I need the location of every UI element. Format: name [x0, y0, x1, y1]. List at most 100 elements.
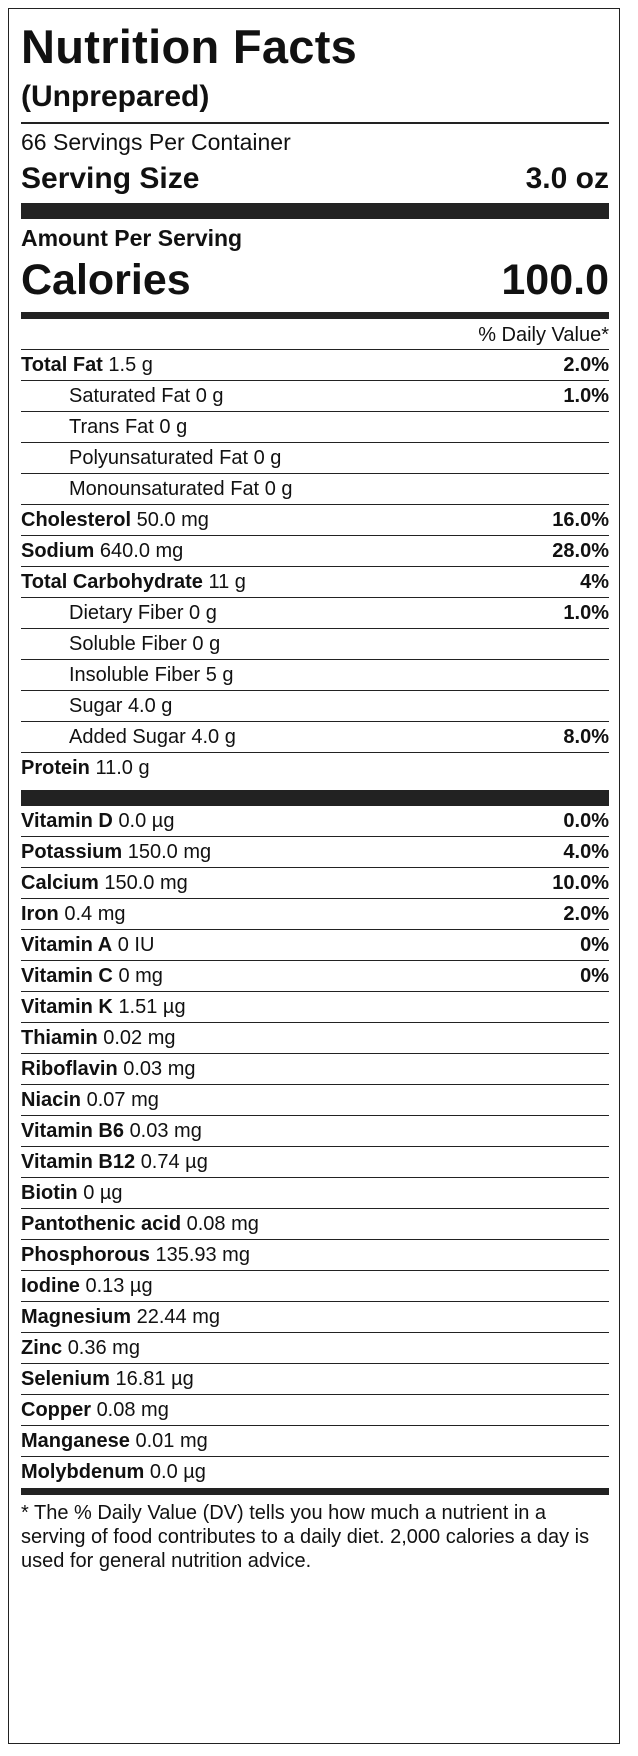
nutrient-name-group: Soluble Fiber 0 g	[21, 633, 220, 656]
nutrient-row: Insoluble Fiber 5 g	[21, 660, 609, 691]
nutrient-name-group: Sodium 640.0 mg	[21, 540, 183, 563]
nutrient-name: Vitamin A	[21, 933, 113, 956]
nutrient-amount: 11 g	[208, 570, 246, 593]
vitamin-list: Vitamin D 0.0 µg 0.0% Potassium 150.0 mg 4.…	[21, 806, 609, 1488]
nutrient-amount: 4.0 g	[127, 694, 173, 717]
divider-footnote	[21, 1488, 609, 1495]
nutrient-amount: 16.81 µg	[115, 1367, 194, 1390]
nutrient-amount: 1.5 g	[108, 353, 153, 376]
nutrient-amount: 135.93 mg	[155, 1243, 250, 1266]
nutrient-amount: 0 g	[195, 384, 224, 407]
nutrient-row: Vitamin B6 0.03 mg	[21, 1116, 609, 1147]
nutrient-name-group: Magnesium 22.44 mg	[21, 1306, 220, 1329]
nutrient-daily-value: 28.0%	[552, 539, 609, 562]
nutrient-name: Vitamin B6	[21, 1119, 124, 1142]
nutrient-name-group: Total Carbohydrate 11 g	[21, 571, 246, 594]
nutrient-row: Sodium 640.0 mg 28.0%	[21, 536, 609, 567]
nutrient-amount: 0.4 mg	[64, 902, 126, 925]
nutrient-name-group: Trans Fat 0 g	[21, 416, 187, 439]
nutrient-amount: 0 mg	[118, 964, 163, 987]
nutrient-name: Selenium	[21, 1367, 110, 1390]
nutrient-name: Pantothenic acid	[21, 1212, 182, 1235]
nutrient-row: Total Carbohydrate 11 g 4%	[21, 567, 609, 598]
nutrient-amount: 5 g	[205, 663, 234, 686]
nutrient-name: Sodium	[21, 539, 95, 562]
nutrient-name-group: Pantothenic acid 0.08 mg	[21, 1213, 259, 1236]
nutrient-row: Molybdenum 0.0 µg	[21, 1457, 609, 1488]
nutrient-name-group: Phosphorous 135.93 mg	[21, 1244, 250, 1267]
nutrient-amount: 4.0 g	[191, 725, 236, 748]
nutrient-name: Dietary Fiber	[69, 601, 184, 624]
nutrient-daily-value: 0.0%	[563, 809, 609, 832]
nutrient-name-group: Riboflavin 0.03 mg	[21, 1058, 196, 1081]
nutrient-name: Copper	[21, 1398, 91, 1421]
nutrient-daily-value: 4%	[580, 570, 609, 593]
nutrient-name: Cholesterol	[21, 508, 132, 531]
nutrient-daily-value: 0%	[580, 933, 609, 956]
nutrient-row: Iodine 0.13 µg	[21, 1271, 609, 1302]
nutrient-amount: 11.0 g	[95, 757, 150, 779]
nutrient-name-group: Added Sugar 4.0 g	[21, 726, 236, 749]
nutrient-amount: 0.03 mg	[123, 1057, 196, 1080]
nutrient-amount: 0.0 µg	[149, 1461, 206, 1483]
nutrient-daily-value: 2.0%	[563, 353, 609, 376]
nutrient-name-group: Vitamin B6 0.03 mg	[21, 1120, 202, 1143]
nutrient-amount: 0.08 mg	[186, 1212, 259, 1235]
nutrient-name-group: Protein 11.0 g	[21, 757, 150, 780]
nutrient-name-group: Iron 0.4 mg	[21, 903, 126, 926]
nutrient-amount: 0 g	[189, 601, 217, 624]
nutrient-amount: 0.36 mg	[67, 1336, 140, 1359]
nutrient-row: Biotin 0 µg	[21, 1178, 609, 1209]
nutrient-row: Sugar 4.0 g	[21, 691, 609, 722]
nutrient-row: Zinc 0.36 mg	[21, 1333, 609, 1364]
nutrient-row: Potassium 150.0 mg 4.0%	[21, 837, 609, 868]
nutrient-amount: 640.0 mg	[99, 539, 184, 562]
nutrient-name: Monounsaturated Fat	[69, 477, 260, 500]
nutrient-row: Trans Fat 0 g	[21, 412, 609, 443]
nutrient-row: Niacin 0.07 mg	[21, 1085, 609, 1116]
nutrient-amount: 0.13 µg	[85, 1274, 153, 1297]
nutrient-name-group: Biotin 0 µg	[21, 1182, 123, 1205]
nutrient-amount: 0 g	[192, 632, 221, 655]
daily-value-header: % Daily Value*	[21, 319, 609, 350]
nutrient-daily-value: 2.0%	[563, 902, 609, 925]
nutrient-name: Phosphorous	[21, 1243, 150, 1266]
nutrient-amount: 50.0 mg	[136, 508, 209, 531]
nutrient-name: Iron	[21, 902, 59, 925]
nutrient-name-group: Molybdenum 0.0 µg	[21, 1461, 206, 1484]
nutrient-row: Vitamin D 0.0 µg 0.0%	[21, 806, 609, 837]
nutrient-name: Calcium	[21, 871, 99, 894]
nutrient-daily-value: 1.0%	[563, 384, 609, 407]
nutrient-row: Vitamin A 0 IU 0%	[21, 930, 609, 961]
calories-label: Calories	[21, 256, 191, 304]
nutrient-amount: 0 µg	[83, 1181, 123, 1204]
nutrient-name-group: Total Fat 1.5 g	[21, 354, 153, 377]
nutrient-name: Thiamin	[21, 1026, 98, 1049]
nutrient-name: Niacin	[21, 1088, 82, 1111]
nutrient-name-group: Dietary Fiber 0 g	[21, 602, 217, 625]
nutrient-name: Iodine	[21, 1274, 80, 1297]
serving-size-value: 3.0 oz	[525, 162, 609, 195]
nutrient-row: Vitamin B12 0.74 µg	[21, 1147, 609, 1178]
nutrient-amount: 150.0 mg	[104, 871, 188, 894]
nutrient-row: Soluble Fiber 0 g	[21, 629, 609, 660]
nutrient-name-group: Potassium 150.0 mg	[21, 841, 211, 864]
nutrient-amount: 0 g	[159, 415, 188, 438]
nutrient-name: Magnesium	[21, 1305, 132, 1328]
nutrient-name: Biotin	[21, 1181, 78, 1204]
nutrient-amount: 0.03 mg	[129, 1119, 202, 1142]
nutrient-row: Monounsaturated Fat 0 g	[21, 474, 609, 505]
nutrient-row: Vitamin K 1.51 µg	[21, 992, 609, 1023]
nutrient-name: Vitamin D	[21, 809, 113, 832]
nutrient-row: Cholesterol 50.0 mg 16.0%	[21, 505, 609, 536]
nutrient-name: Saturated Fat	[69, 384, 191, 407]
nutrient-name: Potassium	[21, 840, 123, 863]
nutrient-amount: 0.08 mg	[96, 1398, 169, 1421]
nutrient-amount: 0.07 mg	[86, 1088, 159, 1111]
nutrient-row: Total Fat 1.5 g 2.0%	[21, 350, 609, 381]
nutrient-name: Vitamin C	[21, 964, 113, 987]
nutrient-name: Added Sugar	[69, 725, 186, 748]
nutrient-name-group: Thiamin 0.02 mg	[21, 1027, 176, 1050]
nutrient-amount: 0.02 mg	[103, 1026, 176, 1049]
serving-size-label: Serving Size	[21, 162, 200, 195]
